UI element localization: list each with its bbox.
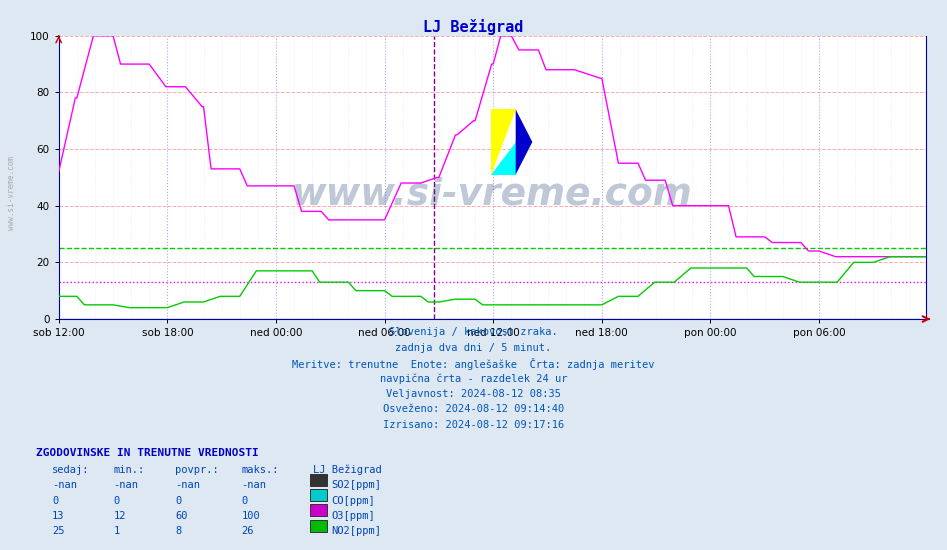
Text: zadnja dva dni / 5 minut.: zadnja dva dni / 5 minut. (396, 343, 551, 353)
Text: -nan: -nan (241, 480, 266, 490)
Text: navpična črta - razdelek 24 ur: navpična črta - razdelek 24 ur (380, 373, 567, 384)
Text: 0: 0 (52, 496, 59, 505)
Text: 0: 0 (241, 496, 248, 505)
Text: 60: 60 (175, 511, 188, 521)
Text: Osveženo: 2024-08-12 09:14:40: Osveženo: 2024-08-12 09:14:40 (383, 404, 564, 414)
Text: -nan: -nan (114, 480, 138, 490)
Text: maks.:: maks.: (241, 465, 279, 475)
Text: 25: 25 (52, 526, 64, 536)
Text: min.:: min.: (114, 465, 145, 475)
Text: www.si-vreme.com: www.si-vreme.com (7, 156, 16, 229)
Text: LJ Bežigrad: LJ Bežigrad (423, 19, 524, 35)
Text: 0: 0 (175, 496, 182, 505)
Text: SO2[ppm]: SO2[ppm] (331, 480, 382, 490)
Text: LJ Bežigrad: LJ Bežigrad (313, 465, 382, 475)
Text: 100: 100 (241, 511, 260, 521)
Text: 8: 8 (175, 526, 182, 536)
Polygon shape (491, 109, 516, 174)
Text: 13: 13 (52, 511, 64, 521)
Text: ZGODOVINSKE IN TRENUTNE VREDNOSTI: ZGODOVINSKE IN TRENUTNE VREDNOSTI (36, 448, 259, 458)
Text: -nan: -nan (175, 480, 200, 490)
Text: 26: 26 (241, 526, 254, 536)
Text: povpr.:: povpr.: (175, 465, 219, 475)
Text: 1: 1 (114, 526, 120, 536)
Text: NO2[ppm]: NO2[ppm] (331, 526, 382, 536)
Text: Veljavnost: 2024-08-12 08:35: Veljavnost: 2024-08-12 08:35 (386, 389, 561, 399)
Text: O3[ppm]: O3[ppm] (331, 511, 375, 521)
Text: sedaj:: sedaj: (52, 465, 90, 475)
Text: www.si-vreme.com: www.si-vreme.com (292, 177, 693, 212)
Text: Izrisano: 2024-08-12 09:17:16: Izrisano: 2024-08-12 09:17:16 (383, 420, 564, 430)
Text: Meritve: trenutne  Enote: anglešaške  Črta: zadnja meritev: Meritve: trenutne Enote: anglešaške Črta… (293, 358, 654, 370)
Text: 12: 12 (114, 511, 126, 521)
Polygon shape (491, 142, 516, 174)
Text: CO[ppm]: CO[ppm] (331, 496, 375, 505)
Text: -nan: -nan (52, 480, 77, 490)
Polygon shape (516, 109, 532, 174)
Text: Slovenija / kakovost zraka.: Slovenija / kakovost zraka. (389, 327, 558, 337)
Text: 0: 0 (114, 496, 120, 505)
